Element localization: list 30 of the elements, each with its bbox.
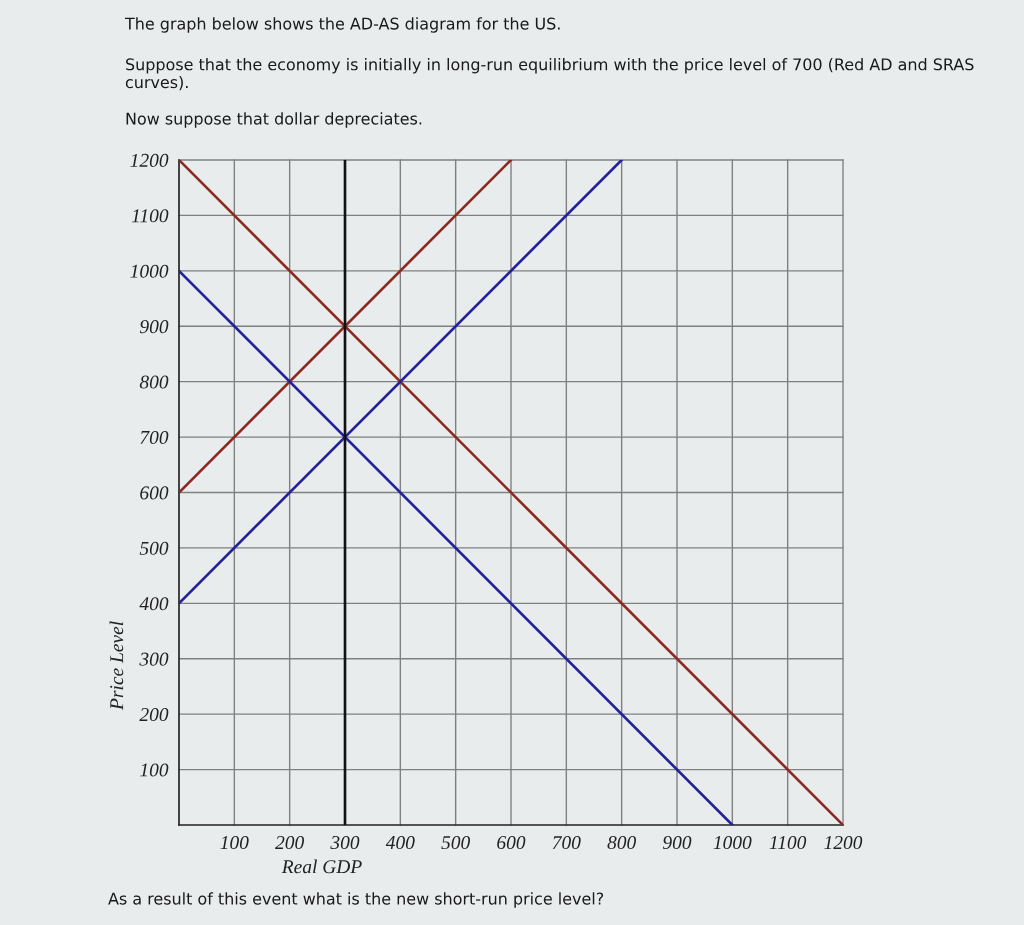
y-tick-label: 1100 <box>131 209 169 223</box>
y-tick-label: 1000 <box>130 264 169 278</box>
x-tick-label: 100 <box>220 835 249 850</box>
x-tick-label: 800 <box>607 835 636 850</box>
x-tick-label: 700 <box>552 835 581 850</box>
x-tick-label: 900 <box>662 835 692 850</box>
y-axis-title: Price Level <box>109 621 124 711</box>
y-tick-label: 1200 <box>130 153 169 167</box>
y-tick-label: 500 <box>139 541 169 555</box>
x-tick-label: 500 <box>441 835 470 850</box>
x-tick-label: 400 <box>385 835 415 850</box>
x-tick-label: 1100 <box>769 835 807 850</box>
y-tick-label: 400 <box>139 597 169 611</box>
y-tick-label: 300 <box>139 652 169 666</box>
x-tick-label: 1000 <box>713 835 752 850</box>
y-tick-label: 200 <box>139 707 169 722</box>
x-tick-label: 1200 <box>824 835 863 850</box>
text: As a result of this event what is the new short-run price level? <box>108 892 604 908</box>
chart-title: The graph below shows the AD-AS diagram for the US. <box>124 17 560 33</box>
x-axis-title: Real GDP <box>281 859 362 874</box>
y-tick-label: 100 <box>140 763 169 777</box>
chart-subtitle: Suppose that the economy is initially in long-run equilibrium with the price level of 700 (Red AD and SRAS curves). <box>125 58 974 91</box>
y-tick-label: 900 <box>139 320 169 334</box>
text: Now suppose that dollar depreciates. <box>126 112 422 128</box>
y-tick-label: 800 <box>139 375 169 389</box>
y-tick-label: 700 <box>140 430 169 445</box>
x-tick-label: 300 <box>330 835 360 850</box>
y-tick-label: 600 <box>140 486 169 500</box>
x-tick-label: 600 <box>497 835 526 850</box>
x-tick-label: 200 <box>275 835 304 850</box>
